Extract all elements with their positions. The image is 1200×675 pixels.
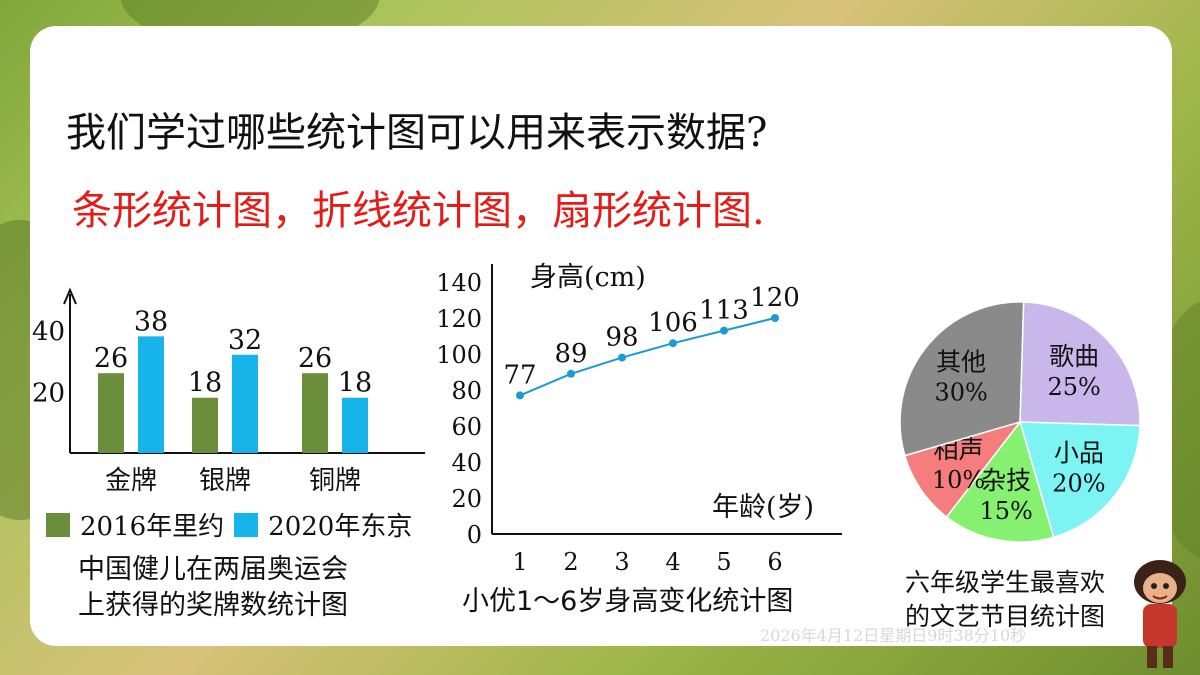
bar-铜牌-1 [342,397,368,453]
line-point-label: 98 [605,323,638,353]
pie-slice-label: 其他 [936,347,986,376]
line-point-label: 77 [503,360,536,390]
height-line-chart: 0 20 40 60 80 100 120 140 1 2 3 4 5 6 身高(cm) 年龄(岁) 77 89 9… [436,262,842,576]
slide-question: 我们学过哪些统计图可以用来表示数据? [66,110,768,156]
bar-银牌-1 [232,354,258,453]
pie-slice-label: 小品 [1054,439,1104,468]
pie-slice-相声 [903,420,1023,518]
line-y-tick-label: 20 [451,485,482,513]
bar-chart-caption: 中国健儿在两届奥运会 上获得的奖牌数统计图 [78,552,348,624]
pie-chart-caption: 六年级学生最喜欢 的文艺节目统计图 [905,566,1105,634]
bar-value-label: 26 [298,343,332,374]
bar-category-label: 银牌 [199,466,251,496]
legend-swatch-2016 [46,512,70,537]
bar-银牌-0 [192,397,218,453]
line-point [720,326,728,335]
line-y-tick-label: 0 [467,521,482,549]
line-chart-caption: 小优1～6岁身高变化统计图 [462,586,794,617]
bar-金牌-0 [98,373,124,453]
bar-y-axis-arrow [63,287,77,305]
bar-chart-caption-line1: 中国健儿在两届奥运会 [78,554,348,585]
pie-slice-percent: 15% [979,497,1032,525]
bar-chart-caption-line2: 上获得的奖牌数统计图 [78,590,348,621]
line-x-tick-label: 1 [512,548,527,576]
line-x-tick-label: 4 [665,548,680,576]
bar-铜牌-0 [302,373,328,453]
line-y-tick-label: 40 [451,449,482,477]
line-point [669,339,677,348]
pie-slice-percent: 20% [1052,470,1105,498]
line-point-label: 89 [554,339,587,369]
line-point [771,314,779,322]
pie-chart-caption-line1: 六年级学生最喜欢 [905,568,1106,597]
legend-label-2016: 2016年里约 [80,512,225,542]
line-x-axis-label: 年龄(岁) [712,492,814,523]
line-point [567,369,575,378]
line-x-tick-label: 5 [716,548,731,576]
line-y-tick-label: 80 [451,377,482,405]
line-point-label: 113 [699,296,749,326]
line-x-tick-label: 3 [614,548,629,576]
bar-y-tick-label: 20 [32,379,65,409]
line-y-tick-label: 60 [451,413,482,441]
line-series [519,317,776,397]
legend-swatch-2020 [234,512,259,537]
pie-slice-其他 [899,301,1025,457]
watermark-date: 2026年4月12日星期日9时38分10秒 [760,626,1027,645]
bar-y-tick-label: 40 [32,317,65,347]
line-point-label: 106 [648,308,698,338]
pie-slice-percent: 25% [1047,373,1100,401]
mascot-figure [1134,560,1186,668]
slide-answer: 条形统计图，折线统计图，扇形统计图. [72,188,765,234]
line-point [516,391,524,400]
pie-slice-歌曲 [1019,301,1141,427]
bar-value-label: 18 [188,368,222,399]
bar-value-label: 26 [94,343,128,374]
pie-chart-caption-line2: 的文艺节目统计图 [905,602,1106,631]
bar-category-label: 铜牌 [309,466,361,496]
line-x-tick-label: 6 [767,548,782,576]
line-y-tick-label: 100 [436,341,482,369]
line-point-label: 120 [750,283,800,313]
line-point [618,353,626,362]
bar-金牌-1 [138,336,164,453]
pie-slice-percent: 30% [934,378,987,406]
bar-chart-legend: 2016年里约 2020年东京 [46,506,412,543]
bar-value-label: 38 [134,306,168,337]
line-y-tick-label: 140 [436,269,482,297]
legend-label-2020: 2020年东京 [268,512,413,542]
line-x-tick-label: 2 [563,548,578,576]
bar-value-label: 18 [338,368,372,399]
bar-value-label: 32 [228,325,262,356]
pie-slice-label: 歌曲 [1049,342,1099,371]
pie-slice-杂技 [945,420,1055,543]
pie-slice-小品 [1018,421,1141,539]
bar-category-label: 金牌 [105,466,157,496]
pie-slice-label: 杂技 [981,466,1031,495]
line-y-tick-label: 120 [436,305,482,333]
line-y-axis-label: 身高(cm) [530,262,646,293]
pie-slice-percent: 10% [932,466,985,494]
